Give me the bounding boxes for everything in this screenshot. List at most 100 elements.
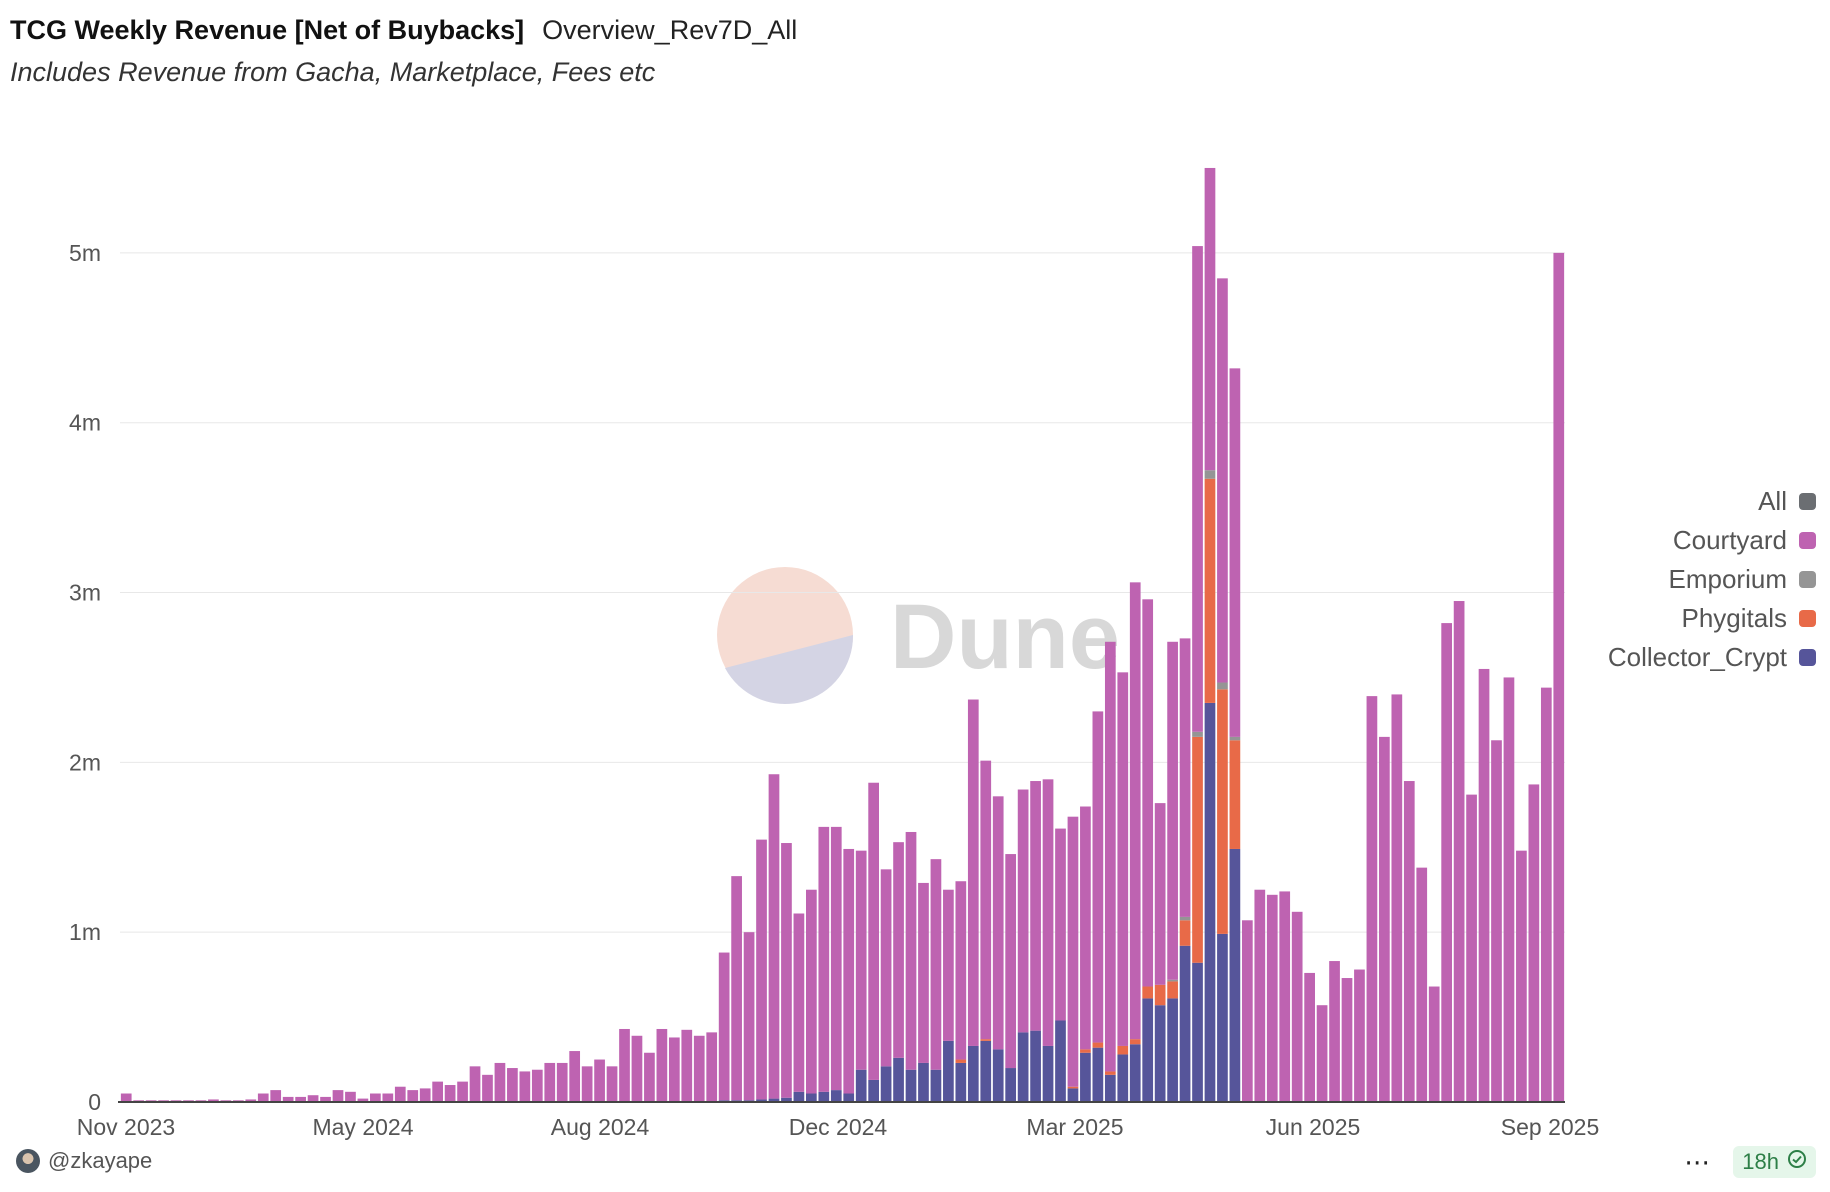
bar-courtyard[interactable] <box>382 1093 394 1102</box>
query-name[interactable]: Overview_Rev7D_All <box>542 15 798 45</box>
bar-phygitals[interactable] <box>1229 740 1241 849</box>
bar-courtyard[interactable] <box>507 1068 518 1102</box>
bar-courtyard[interactable] <box>1416 867 1428 1102</box>
bar-collector-crypt[interactable] <box>918 1062 929 1102</box>
bar-courtyard[interactable] <box>1042 779 1054 1046</box>
bar-courtyard[interactable] <box>980 760 992 1040</box>
bar-emporium[interactable] <box>1217 682 1228 690</box>
bar-courtyard[interactable] <box>1391 694 1403 1102</box>
bar-courtyard[interactable] <box>1466 794 1477 1102</box>
bar-courtyard[interactable] <box>731 876 742 1101</box>
bar-courtyard[interactable] <box>631 1035 643 1102</box>
bar-phygitals[interactable] <box>1117 1045 1129 1055</box>
bar-phygitals[interactable] <box>1092 1042 1104 1048</box>
bar-courtyard[interactable] <box>905 831 917 1070</box>
legend-item-courtyard[interactable]: Courtyard <box>1608 521 1816 560</box>
bar-courtyard[interactable] <box>1478 668 1490 1102</box>
bar-phygitals[interactable] <box>1217 689 1228 934</box>
bar-courtyard[interactable] <box>1167 641 1178 980</box>
bar-phygitals[interactable] <box>980 1039 992 1041</box>
bar-courtyard[interactable] <box>581 1066 593 1102</box>
bar-courtyard[interactable] <box>1304 972 1315 1102</box>
bar-collector-crypt[interactable] <box>1092 1047 1104 1102</box>
bar-courtyard[interactable] <box>120 1093 132 1102</box>
bar-courtyard[interactable] <box>469 1066 481 1102</box>
bar-courtyard[interactable] <box>320 1096 331 1102</box>
bar-courtyard[interactable] <box>245 1099 257 1102</box>
bar-courtyard[interactable] <box>357 1098 369 1102</box>
bar-phygitals[interactable] <box>1192 736 1203 963</box>
bar-courtyard[interactable] <box>345 1091 356 1102</box>
bar-courtyard[interactable] <box>1142 599 1154 987</box>
bar-courtyard[interactable] <box>1291 911 1303 1102</box>
bar-phygitals[interactable] <box>1142 986 1154 999</box>
bar-courtyard[interactable] <box>1316 1005 1328 1102</box>
bar-courtyard[interactable] <box>444 1085 456 1102</box>
bar-courtyard[interactable] <box>668 1037 680 1102</box>
bar-collector-crypt[interactable] <box>992 1049 1004 1102</box>
bar-courtyard[interactable] <box>1379 736 1390 1102</box>
bar-courtyard[interactable] <box>1067 816 1079 1087</box>
bar-courtyard[interactable] <box>1104 641 1116 1072</box>
bar-courtyard[interactable] <box>569 1051 581 1102</box>
bar-collector-crypt[interactable] <box>1217 933 1228 1102</box>
bar-courtyard[interactable] <box>208 1099 219 1102</box>
author-info[interactable]: @zkayape <box>16 1148 152 1174</box>
bar-collector-crypt[interactable] <box>1192 962 1203 1102</box>
more-options-icon[interactable]: ⋯ <box>1684 1147 1712 1177</box>
bar-collector-crypt[interactable] <box>1204 702 1216 1102</box>
legend-item-emporium[interactable]: Emporium <box>1608 560 1816 599</box>
bar-courtyard[interactable] <box>693 1035 705 1102</box>
bar-courtyard[interactable] <box>1204 167 1216 471</box>
bar-collector-crypt[interactable] <box>756 1099 767 1102</box>
bar-courtyard[interactable] <box>1217 278 1228 683</box>
bar-emporium[interactable] <box>1204 470 1216 479</box>
bar-courtyard[interactable] <box>606 1066 618 1102</box>
bar-courtyard[interactable] <box>1453 601 1465 1102</box>
bar-courtyard[interactable] <box>482 1074 493 1102</box>
bar-courtyard[interactable] <box>1266 894 1278 1102</box>
bar-courtyard[interactable] <box>955 881 967 1060</box>
bar-collector-crypt[interactable] <box>768 1098 780 1102</box>
bar-courtyard[interactable] <box>556 1062 568 1102</box>
bar-collector-crypt[interactable] <box>930 1069 942 1102</box>
bar-collector-crypt[interactable] <box>1005 1068 1017 1102</box>
bar-courtyard[interactable] <box>1117 672 1129 1046</box>
bar-collector-crypt[interactable] <box>893 1057 904 1102</box>
bar-courtyard[interactable] <box>992 796 1004 1050</box>
bar-courtyard[interactable] <box>943 889 954 1041</box>
bar-courtyard[interactable] <box>1441 623 1453 1102</box>
bar-courtyard[interactable] <box>1080 806 1091 1050</box>
bar-courtyard[interactable] <box>868 782 879 1080</box>
bar-courtyard[interactable] <box>1528 784 1540 1102</box>
bar-courtyard[interactable] <box>332 1090 344 1102</box>
bar-courtyard[interactable] <box>768 774 780 1099</box>
bar-courtyard[interactable] <box>681 1029 693 1102</box>
bar-courtyard[interactable] <box>1229 368 1241 737</box>
bar-collector-crypt[interactable] <box>1067 1088 1079 1102</box>
bar-phygitals[interactable] <box>1154 984 1166 1006</box>
bar-courtyard[interactable] <box>531 1069 543 1102</box>
bar-collector-crypt[interactable] <box>1104 1074 1116 1102</box>
bar-courtyard[interactable] <box>1403 781 1415 1102</box>
bar-collector-crypt[interactable] <box>1042 1045 1054 1102</box>
bar-collector-crypt[interactable] <box>843 1093 855 1102</box>
bar-courtyard[interactable] <box>843 848 855 1094</box>
bar-courtyard[interactable] <box>818 826 830 1092</box>
bar-collector-crypt[interactable] <box>1129 1044 1141 1102</box>
bar-courtyard[interactable] <box>1030 781 1041 1031</box>
bar-courtyard[interactable] <box>432 1081 443 1102</box>
bar-courtyard[interactable] <box>307 1095 319 1102</box>
bar-courtyard[interactable] <box>718 952 730 1101</box>
bar-collector-crypt[interactable] <box>1229 848 1241 1102</box>
bar-collector-crypt[interactable] <box>1030 1030 1041 1102</box>
bar-courtyard[interactable] <box>1055 828 1066 1021</box>
bar-phygitals[interactable] <box>1167 981 1178 999</box>
bar-collector-crypt[interactable] <box>955 1062 967 1102</box>
bar-courtyard[interactable] <box>1154 803 1166 985</box>
bar-collector-crypt[interactable] <box>818 1091 830 1102</box>
bar-courtyard[interactable] <box>295 1096 306 1102</box>
bar-collector-crypt[interactable] <box>1167 998 1178 1102</box>
bar-collector-crypt[interactable] <box>1179 945 1191 1102</box>
bar-courtyard[interactable] <box>893 842 904 1058</box>
